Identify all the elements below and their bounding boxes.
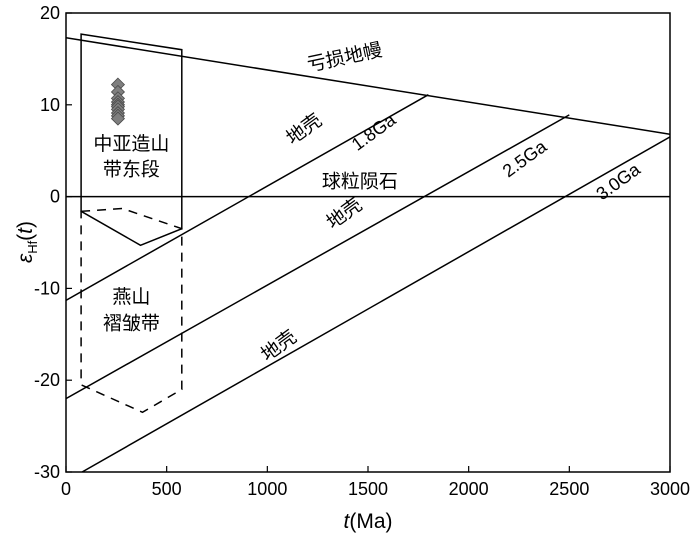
x-tick-label-4: 2000 xyxy=(449,479,489,499)
region-label-0-0: 中亚造山 xyxy=(93,133,169,155)
y-tick-label-3: 0 xyxy=(50,187,60,207)
x-axis-title: t(Ma) xyxy=(343,510,392,533)
series-line-2 xyxy=(66,94,429,301)
y-tick-label-4: 10 xyxy=(40,95,60,115)
annotation-4: 地壳 xyxy=(323,194,367,234)
y-axis-title-subscript: Hf xyxy=(25,240,40,253)
data-point-9 xyxy=(110,111,126,126)
region-label-0-1: 带东段 xyxy=(103,159,160,181)
region-label-1-0: 燕山 xyxy=(112,286,150,308)
region-label-1-1: 褶皱带 xyxy=(103,313,160,335)
y-axis-title-epsilon: ε xyxy=(14,253,37,263)
tick-layer: 0 500 1000 1500 2000 2500 3000 -30 -20 -10 0 10 20 xyxy=(34,3,690,499)
x-tick-label-3: 1500 xyxy=(348,479,388,499)
series-line-0 xyxy=(66,37,670,135)
y-axis-title-italic: t xyxy=(14,227,37,234)
region-outline-0 xyxy=(80,33,183,247)
y-tick-label-2: -10 xyxy=(34,278,60,298)
region-outline-1 xyxy=(80,207,183,414)
y-tick-label-1: -20 xyxy=(34,370,60,390)
y-axis-title-paren-open: ( xyxy=(14,234,37,241)
x-tick-label-0: 0 xyxy=(61,479,71,499)
series-layer xyxy=(66,37,670,472)
series-line-4 xyxy=(81,136,670,472)
plot-frame xyxy=(65,12,671,473)
x-tick-label-5: 2500 xyxy=(549,479,589,499)
annotation-1: 地壳 xyxy=(282,109,326,149)
x-tick-label-6: 3000 xyxy=(650,479,690,499)
series-line-3 xyxy=(66,114,570,400)
x-tick-label-2: 1000 xyxy=(247,479,287,499)
annotation-0: 亏损地幔 xyxy=(305,39,384,76)
y-axis-title-paren-close: ) xyxy=(14,221,37,228)
annotation-5: 2.5Ga xyxy=(499,136,551,182)
y-tick-label-5: 20 xyxy=(40,3,60,23)
scatter-layer xyxy=(110,77,126,126)
annotation-3: 球粒陨石 xyxy=(322,170,398,192)
x-axis-title-unit: (Ma) xyxy=(349,510,392,533)
x-tick-label-1: 500 xyxy=(152,479,182,499)
x-axis-title-italic: t xyxy=(343,510,350,533)
y-tick-label-0: -30 xyxy=(34,462,60,482)
y-axis-title: εHf(t) xyxy=(14,221,40,263)
